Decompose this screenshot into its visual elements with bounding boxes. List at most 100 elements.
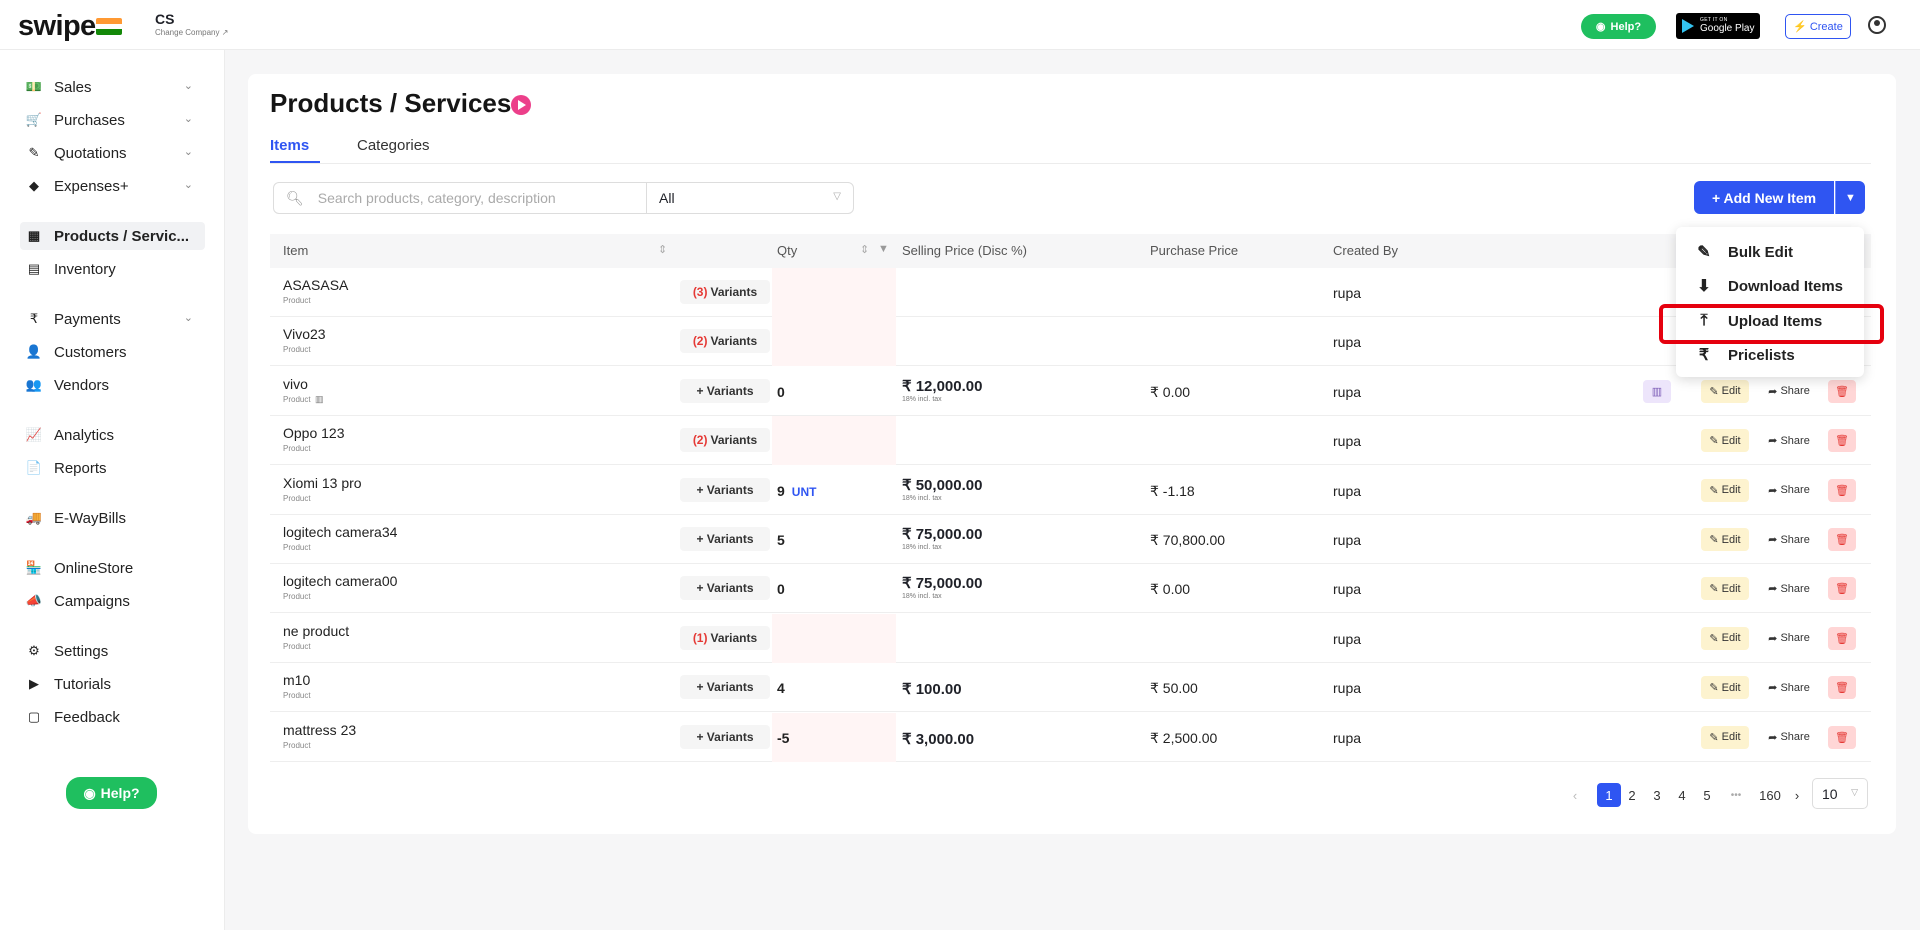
variants-button[interactable]: + Variants [680, 724, 770, 749]
sidebar-item-reports[interactable]: 📄 Reports [20, 454, 205, 482]
delete-button[interactable]: 🗑︎ [1828, 725, 1856, 749]
sidebar-item-tutorials[interactable]: ▶ Tutorials [20, 670, 205, 698]
prev-page-icon[interactable]: ‹ [1572, 787, 1578, 803]
variants-button[interactable]: + Variants [680, 576, 770, 601]
add-new-item-button[interactable]: + Add New Item [1694, 181, 1834, 214]
app-logo[interactable]: swipe [18, 10, 96, 42]
table-row[interactable]: Vivo23 Product (2) Variants rupa [270, 317, 1871, 367]
chevron-down-icon[interactable]: ⌄ [183, 179, 193, 191]
table-row[interactable]: Oppo 123 Product (2) Variants rupa ✎ Edit ➦ Sh… [270, 416, 1871, 466]
sidebar-help-button[interactable]: ◉ Help? [66, 777, 157, 809]
delete-button[interactable]: 🗑︎ [1828, 626, 1856, 650]
edit-button[interactable]: ✎ Edit [1701, 577, 1749, 601]
sidebar-item-sales[interactable]: 💵 Sales ⌄ [20, 73, 205, 101]
variants-button[interactable]: + Variants [680, 477, 770, 502]
sidebar-item-analytics[interactable]: 📈 Analytics [20, 421, 205, 449]
col-created-by[interactable]: Created By [1333, 243, 1399, 258]
sort-icon[interactable]: ⇕ [860, 244, 870, 256]
tab-items[interactable]: Items [270, 137, 310, 154]
item-name[interactable]: Oppo 123 [283, 425, 345, 442]
chevron-down-icon[interactable]: ⌄ [183, 80, 193, 92]
delete-button[interactable]: 🗑︎ [1828, 478, 1856, 502]
col-selling-price[interactable]: Selling Price (Disc %) [902, 243, 1027, 258]
edit-button[interactable]: ✎ Edit [1701, 528, 1749, 551]
variants-button[interactable]: (2) Variants [680, 329, 770, 354]
item-name[interactable]: Xiomi 13 pro [283, 474, 362, 491]
user-avatar-icon[interactable] [1868, 16, 1886, 34]
pricelists-item[interactable]: ₹ Pricelists [1694, 340, 1859, 370]
delete-button[interactable]: 🗑︎ [1828, 429, 1856, 453]
variants-button[interactable]: (3) Variants [680, 280, 770, 304]
sidebar-item-onlinestore[interactable]: 🏪 OnlineStore [20, 554, 205, 582]
page-button[interactable]: 2 [1628, 787, 1636, 803]
change-company-link[interactable]: Change Company ↗ [155, 28, 229, 37]
page-button[interactable]: 4 [1678, 787, 1686, 803]
sidebar-item-settings[interactable]: ⚙ Settings [20, 637, 205, 665]
item-name[interactable]: m10 [283, 672, 311, 689]
col-item[interactable]: Item [283, 243, 309, 258]
table-row[interactable]: logitech camera34 Product + Variants 5 ₹ 75,… [270, 515, 1871, 564]
edit-button[interactable]: ✎ Edit [1701, 429, 1749, 453]
share-button[interactable]: ➦ Share [1764, 627, 1814, 650]
col-purchase-price[interactable]: Purchase Price [1150, 243, 1239, 258]
item-name[interactable]: logitech camera00 [283, 573, 398, 590]
category-filter-select[interactable]: All ▽ [646, 182, 854, 214]
delete-button[interactable]: 🗑︎ [1828, 379, 1856, 403]
page-button[interactable]: 5 [1703, 787, 1711, 803]
variants-button[interactable]: + Variants [680, 527, 770, 551]
share-button[interactable]: ➦ Share [1764, 676, 1814, 699]
item-name[interactable]: mattress 23 [283, 721, 357, 738]
table-row[interactable]: ne product Product (1) Variants rupa ✎ Edit ➦ … [270, 613, 1871, 663]
next-page-icon[interactable]: › [1794, 787, 1800, 803]
bulk-edit-item[interactable]: ✎ Bulk Edit [1694, 237, 1859, 267]
play-video-icon[interactable] [511, 95, 531, 115]
company-switcher[interactable]: CS Change Company ↗ [155, 11, 228, 38]
delete-button[interactable]: 🗑︎ [1828, 577, 1856, 601]
barcode-button[interactable]: ▥ [1643, 379, 1671, 403]
sidebar-item-expenses[interactable]: ◆ Expenses+ ⌄ [20, 172, 205, 200]
edit-button[interactable]: ✎ Edit [1701, 379, 1749, 403]
page-button[interactable]: 160 [1759, 787, 1781, 803]
share-button[interactable]: ➦ Share [1764, 528, 1814, 551]
sidebar-item-e-waybills[interactable]: 🚚 E-WayBills [20, 504, 205, 532]
page-size-select[interactable]: 10 ▽ [1812, 778, 1868, 809]
chevron-down-icon[interactable]: ⌄ [183, 113, 193, 125]
table-row[interactable]: ASASASA Product (3) Variants rupa [270, 268, 1871, 317]
search-input[interactable]: 🔍︎ Search products, category, descriptio… [273, 182, 647, 214]
variants-button[interactable]: (2) Variants [680, 428, 770, 453]
edit-button[interactable]: ✎ Edit [1701, 478, 1749, 502]
edit-button[interactable]: ✎ Edit [1701, 725, 1749, 749]
delete-button[interactable]: 🗑︎ [1828, 676, 1856, 700]
sort-icon[interactable]: ⇕ [658, 244, 668, 256]
share-button[interactable]: ➦ Share [1764, 380, 1814, 403]
edit-button[interactable]: ✎ Edit [1701, 676, 1749, 700]
share-button[interactable]: ➦ Share [1764, 479, 1814, 502]
sidebar-item-payments[interactable]: ₹ Payments ⌄ [20, 305, 205, 333]
sidebar-item-products-servic[interactable]: ▦ Products / Servic... [20, 222, 205, 250]
upload-items-item[interactable]: ⤒ Upload Items [1694, 306, 1859, 336]
item-name[interactable]: ASASASA [283, 277, 349, 293]
share-button[interactable]: ➦ Share [1764, 726, 1814, 749]
delete-button[interactable]: 🗑︎ [1828, 528, 1856, 551]
table-row[interactable]: m10 Product + Variants 4 ₹ 100.00 ₹ 50.00 rupa… [270, 663, 1871, 713]
sidebar-item-purchases[interactable]: 🛒 Purchases ⌄ [20, 106, 205, 134]
item-name[interactable]: vivo [283, 375, 308, 392]
table-row[interactable]: Xiomi 13 pro Product + Variants 9 UNT ₹ 50,00… [270, 466, 1871, 515]
sidebar-item-feedback[interactable]: ▢ Feedback [20, 703, 205, 731]
sidebar-item-customers[interactable]: 👤 Customers [20, 338, 205, 366]
share-button[interactable]: ➦ Share [1764, 429, 1814, 452]
table-row[interactable]: vivo Product ▥ + Variants 0 ₹ 12,000.00 18% in… [270, 367, 1871, 416]
variants-button[interactable]: + Variants [680, 675, 770, 700]
google-play-badge[interactable]: GET IT ON Google Play [1676, 13, 1760, 39]
page-button[interactable]: ••• [1730, 789, 1742, 801]
variants-button[interactable]: (1) Variants [680, 625, 770, 650]
page-button[interactable]: 3 [1653, 787, 1661, 803]
share-button[interactable]: ➦ Share [1764, 577, 1814, 600]
sidebar-item-quotations[interactable]: ✎ Quotations ⌄ [20, 139, 205, 167]
download-items-item[interactable]: ⬇ Download Items [1694, 271, 1859, 301]
help-button[interactable]: ◉ Help? [1581, 14, 1656, 39]
table-row[interactable]: logitech camera00 Product + Variants 0 ₹ 75,… [270, 564, 1871, 614]
table-row[interactable]: mattress 23 Product + Variants -5 ₹ 3,000.00… [270, 712, 1871, 762]
edit-button[interactable]: ✎ Edit [1701, 626, 1749, 650]
sidebar-item-vendors[interactable]: 👥 Vendors [20, 371, 205, 399]
